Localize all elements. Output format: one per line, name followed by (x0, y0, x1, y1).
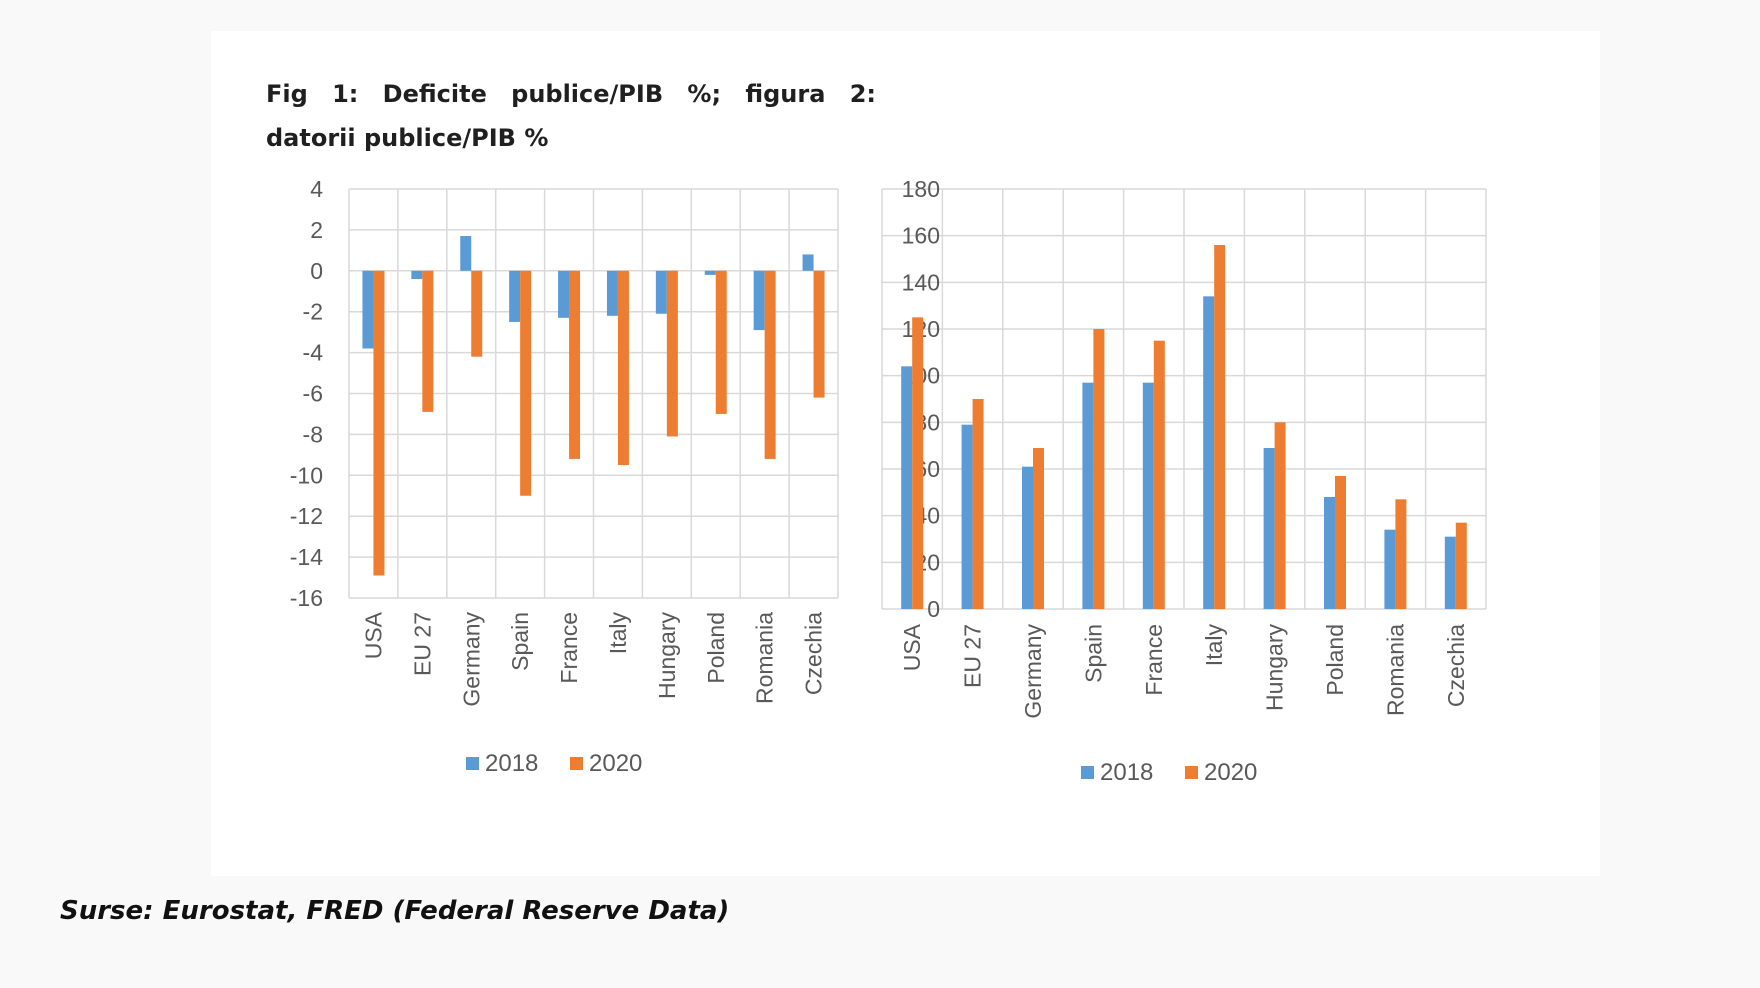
bar-2020-spain (520, 270, 532, 496)
bar-2018-italy (1203, 296, 1215, 609)
bar-2020-germany (471, 270, 483, 357)
bar-2018-france (558, 270, 570, 318)
y-tick-label: -4 (303, 340, 324, 366)
bar-2018-poland (704, 270, 716, 275)
x-category-label: Poland (703, 612, 729, 684)
bar-2018-spain (1082, 382, 1094, 609)
y-tick-label: -16 (290, 585, 323, 611)
y-tick-label: -10 (290, 462, 323, 488)
bar-2018-spain (509, 270, 521, 322)
x-category-label: Romania (1382, 624, 1408, 716)
y-tick-label: -6 (303, 381, 323, 407)
x-category-label: Italy (1201, 624, 1227, 667)
deficit-chart: 4 2 0 -2 -4 -6 -8 -10 -12 -14 -16 USA EU 27 Germany Sp… (290, 176, 839, 777)
x-category-label: Spain (507, 612, 533, 671)
bar-2020-usa (373, 270, 385, 576)
x-category-label: France (1141, 624, 1167, 696)
x-category-label: Germany (1020, 624, 1046, 719)
legend-label: 2018 (485, 750, 538, 777)
bar-2018-hungary (655, 270, 667, 314)
x-category-label: USA (360, 611, 386, 659)
y-tick-label: -14 (290, 544, 323, 570)
bar-2020-spain (1093, 329, 1105, 609)
bar-2020-hungary (666, 270, 678, 437)
legend: 2018 2020 (466, 750, 642, 777)
y-tick-label: -2 (303, 299, 323, 325)
y-tick-label: 160 (902, 223, 940, 249)
y-tick-label: 4 (310, 176, 323, 202)
x-category-label: Hungary (654, 612, 680, 699)
bar-2020-eu-27 (972, 399, 984, 609)
legend: 2018 2020 (1081, 759, 1257, 786)
x-category-label: Germany (458, 612, 484, 707)
y-tick-label: 180 (902, 176, 940, 202)
bar-2020-france (1153, 340, 1165, 609)
y-tick-label: 0 (927, 596, 940, 622)
x-category-label: Hungary (1262, 624, 1288, 711)
x-category-label: Czechia (801, 612, 827, 695)
x-category-label: USA (899, 623, 925, 671)
bar-2020-hungary (1274, 422, 1286, 609)
debt-chart: 180160140120100806040200USAEU 27GermanyS… (881, 176, 1487, 786)
bar-2018-germany (460, 236, 472, 271)
bar-2020-romania (1395, 499, 1407, 609)
legend-swatch (1081, 766, 1094, 779)
bar-2020-germany (1033, 448, 1044, 609)
x-category-label: Poland (1322, 624, 1348, 696)
bar-2018-usa (362, 270, 374, 349)
bar-2020-czechia (1455, 522, 1467, 609)
bar-2018-germany (1022, 466, 1033, 609)
bar-2018-italy (606, 270, 618, 316)
x-category-label: EU 27 (409, 612, 435, 676)
bar-2018-hungary (1263, 448, 1275, 609)
legend-swatch (466, 757, 479, 770)
bar-2020-eu-27 (422, 270, 434, 412)
bar-2020-poland (1335, 476, 1346, 609)
y-tick-label: 140 (902, 269, 940, 295)
bar-2018-eu-27 (411, 270, 423, 279)
y-tick-label: 2 (310, 217, 323, 243)
source-note: Surse: Eurostat, FRED (Federal Reserve D… (60, 896, 730, 926)
bar-2020-poland (715, 270, 727, 414)
legend-swatch (1185, 766, 1198, 779)
bar-2018-eu-27 (961, 424, 973, 609)
x-category-label: Czechia (1443, 624, 1469, 707)
bar-2020-usa (912, 317, 924, 609)
bar-2018-france (1142, 382, 1154, 609)
figure-title: Fig 1: Deficite publice/PIB %; figura 2:… (266, 80, 876, 152)
bar-2020-czechia (813, 270, 825, 398)
bar-2018-usa (901, 366, 913, 609)
legend-label: 2020 (589, 750, 642, 777)
x-category-label: Romania (752, 612, 778, 704)
bar-2020-romania (764, 270, 776, 459)
legend-swatch (570, 757, 583, 770)
y-tick-label: -8 (303, 421, 323, 447)
legend-label: 2020 (1204, 759, 1257, 786)
bar-2018-czechia (802, 254, 814, 271)
bar-2020-france (569, 270, 581, 459)
bar-2018-poland (1324, 497, 1335, 609)
x-category-label: Spain (1080, 624, 1106, 683)
x-category-label: France (556, 612, 582, 684)
bar-2020-italy (1214, 245, 1226, 609)
y-tick-label: -12 (290, 503, 323, 529)
bar-2020-italy (617, 270, 629, 466)
legend-label: 2018 (1100, 759, 1153, 786)
x-category-label: EU 27 (960, 624, 986, 688)
bar-2018-romania (753, 270, 765, 331)
y-tick-label: 0 (310, 258, 323, 284)
bar-2018-czechia (1444, 536, 1456, 609)
bar-2018-romania (1384, 529, 1396, 609)
x-category-label: Italy (605, 612, 631, 655)
